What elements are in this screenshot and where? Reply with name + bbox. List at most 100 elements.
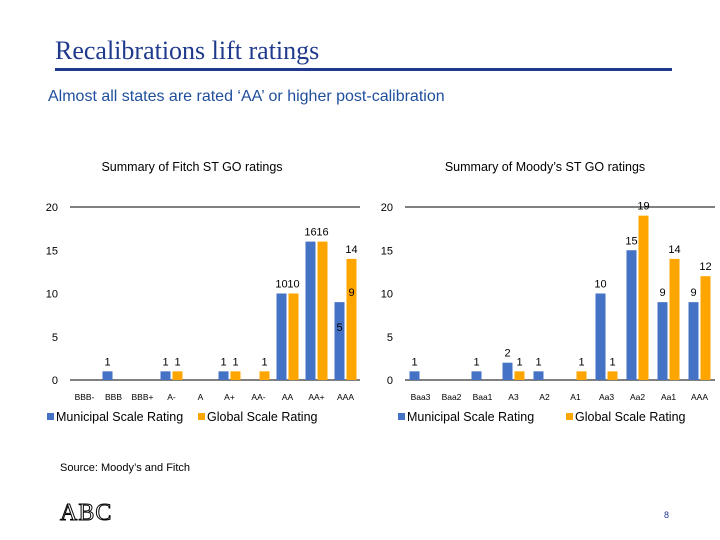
fitch-category-label: BBB+ — [132, 392, 154, 402]
fitch-bar-municipal — [160, 371, 171, 380]
moodys-bar-municipal — [502, 362, 513, 380]
moodys-bar-municipal — [471, 371, 482, 380]
moodys-category-label: A2 — [539, 392, 550, 402]
title-underline — [55, 68, 672, 71]
moodys-category-label: A1 — [570, 392, 581, 402]
fitch-data-label: 10 — [275, 279, 287, 291]
fitch-category-label: AA+ — [308, 392, 324, 402]
moodys-y-tick-label: 10 — [381, 289, 393, 301]
fitch-chart-title: Summary of Fitch ST GO ratings — [101, 160, 282, 174]
moodys-data-label: 14 — [668, 244, 680, 256]
moodys-bar-municipal — [533, 371, 544, 380]
fitch-y-tick-label: 0 — [52, 375, 58, 387]
moodys-data-label: 1 — [578, 356, 584, 368]
moodys-category-label: Baa3 — [411, 392, 431, 402]
fitch-bar-global — [172, 371, 183, 380]
moodys-category-label: Baa2 — [442, 392, 462, 402]
moodys-bar-global — [514, 371, 525, 380]
fitch-bar-global — [259, 371, 270, 380]
fitch-y-tick-label: 15 — [46, 245, 58, 257]
moodys-ratings-chart: Summary of Moody’s ST GO ratings 0 5 10 15 20… — [381, 160, 715, 424]
page-number: 8 — [664, 510, 670, 520]
moodys-data-label: 1 — [411, 356, 417, 368]
moodys-category-label: Aa2 — [630, 392, 645, 402]
fitch-bar-global — [317, 241, 328, 380]
moodys-data-label: 12 — [699, 261, 711, 273]
fitch-bar-global — [288, 293, 299, 380]
fitch-data-label: 16 — [304, 227, 316, 239]
source-note: Source: Moody’s and Fitch — [60, 462, 191, 474]
slide-title: Recalibrations lift ratings — [55, 36, 320, 65]
fitch-data-label: 1 — [261, 356, 267, 368]
fitch-data-label: 9 — [348, 287, 354, 299]
moodys-data-label: 1 — [535, 356, 541, 368]
moodys-data-label: 1 — [609, 356, 615, 368]
fitch-category-label: A- — [167, 392, 176, 402]
fitch-bar-global — [346, 258, 357, 380]
moodys-category-label: AAA — [691, 392, 708, 402]
fitch-category-label: A — [198, 392, 204, 402]
moodys-category-label: Aa1 — [661, 392, 676, 402]
slide-subtitle: Almost all states are rated ‘AA’ or high… — [48, 88, 445, 105]
fitch-data-label: 1 — [174, 356, 180, 368]
moodys-data-label: 15 — [625, 235, 637, 247]
moodys-bar-global — [700, 276, 711, 380]
fitch-bar-municipal — [102, 371, 113, 380]
moodys-legend-label: Global Scale Rating — [575, 410, 686, 424]
fitch-bar-municipal — [305, 241, 316, 380]
fitch-legend-label: Global Scale Rating — [207, 410, 318, 424]
moodys-legend-swatch — [398, 413, 405, 420]
fitch-data-label: 1 — [104, 356, 110, 368]
fitch-bar-municipal — [276, 293, 287, 380]
moodys-bar-municipal — [657, 302, 668, 380]
moodys-data-label: 2 — [504, 348, 510, 360]
moodys-bar-global — [607, 371, 618, 380]
fitch-bar-global — [230, 371, 241, 380]
fitch-y-tick-label: 20 — [46, 202, 58, 214]
moodys-data-label: 9 — [659, 287, 665, 299]
fitch-data-label: 16 — [316, 227, 328, 239]
moodys-category-label: A3 — [508, 392, 519, 402]
moodys-category-label: Aa3 — [599, 392, 614, 402]
moodys-legend-swatch — [566, 413, 573, 420]
fitch-category-label: AA- — [251, 392, 265, 402]
company-logo: ABC — [59, 500, 113, 527]
moodys-y-tick-label: 15 — [381, 245, 393, 257]
fitch-category-label: AA — [282, 392, 294, 402]
moodys-bar-municipal — [688, 302, 699, 380]
moodys-bar-global — [576, 371, 587, 380]
fitch-data-label: 14 — [345, 244, 357, 256]
fitch-legend-label: Municipal Scale Rating — [56, 410, 183, 424]
fitch-data-label: 5 — [336, 322, 342, 334]
fitch-category-label: A+ — [224, 392, 235, 402]
moodys-data-label: 1 — [516, 356, 522, 368]
moodys-y-tick-label: 0 — [387, 375, 393, 387]
fitch-bar-municipal — [334, 302, 345, 380]
fitch-data-label: 1 — [232, 356, 238, 368]
fitch-bar-municipal — [218, 371, 229, 380]
fitch-data-label: 1 — [220, 356, 226, 368]
fitch-legend-swatch — [47, 413, 54, 420]
moodys-bar-global — [669, 258, 680, 380]
fitch-category-label: BBB- — [75, 392, 95, 402]
moodys-y-tick-label: 5 — [387, 332, 393, 344]
moodys-bar-global — [638, 215, 649, 380]
fitch-category-label: BBB — [105, 392, 122, 402]
fitch-y-tick-label: 5 — [52, 332, 58, 344]
moodys-data-label: 10 — [594, 279, 606, 291]
moodys-bar-municipal — [595, 293, 606, 380]
fitch-data-label: 10 — [287, 279, 299, 291]
moodys-chart-title: Summary of Moody’s ST GO ratings — [445, 160, 645, 174]
fitch-category-label: AAA — [337, 392, 354, 402]
moodys-y-tick-label: 20 — [381, 202, 393, 214]
moodys-legend-label: Municipal Scale Rating — [407, 410, 534, 424]
moodys-category-label: Baa1 — [473, 392, 493, 402]
moodys-bar-municipal — [626, 250, 637, 380]
moodys-data-label: 9 — [690, 287, 696, 299]
moodys-data-label: 19 — [637, 201, 649, 213]
fitch-data-label: 1 — [162, 356, 168, 368]
moodys-bar-municipal — [409, 371, 420, 380]
fitch-y-tick-label: 10 — [46, 289, 58, 301]
fitch-legend-swatch — [198, 413, 205, 420]
